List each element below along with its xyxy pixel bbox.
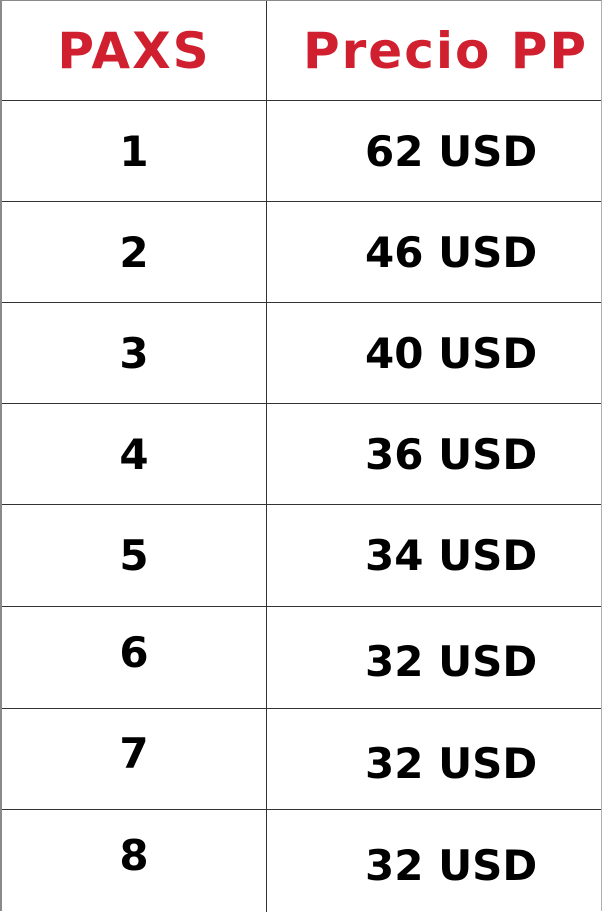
table-row: 1 62 USD xyxy=(2,101,601,202)
pax-count-cell: 8 xyxy=(2,810,267,912)
table-row: 4 36 USD xyxy=(2,404,601,505)
pax-count-cell: 4 xyxy=(2,404,267,504)
price-cell: 40 USD xyxy=(365,328,538,378)
pax-count-cell: 5 xyxy=(2,505,267,606)
price-cell: 36 USD xyxy=(365,429,538,479)
pax-count-cell: 1 xyxy=(2,101,267,201)
table-row: 3 40 USD xyxy=(2,303,601,404)
price-cell: 32 USD xyxy=(365,637,538,686)
price-cell: 32 USD xyxy=(365,738,538,788)
table-row: 2 46 USD xyxy=(2,202,601,303)
price-cell: 34 USD xyxy=(365,531,538,580)
price-cell: 62 USD xyxy=(365,126,538,176)
pax-count-cell: 7 xyxy=(2,709,267,809)
table-header-row: PAXS Precio PP xyxy=(2,1,601,101)
table-row: 8 32 USD xyxy=(2,810,601,912)
pax-count-cell: 2 xyxy=(2,202,267,302)
price-cell: 32 USD xyxy=(365,840,538,890)
pax-count-cell: 3 xyxy=(2,303,267,403)
header-paxs: PAXS xyxy=(2,1,267,100)
price-cell: 46 USD xyxy=(365,227,538,277)
pax-count-cell: 6 xyxy=(2,607,267,708)
table-row: 7 32 USD xyxy=(2,709,601,810)
table-row: 6 32 USD xyxy=(2,607,601,709)
header-precio-pp: Precio PP xyxy=(303,21,589,80)
table-row: 5 34 USD xyxy=(2,505,601,607)
